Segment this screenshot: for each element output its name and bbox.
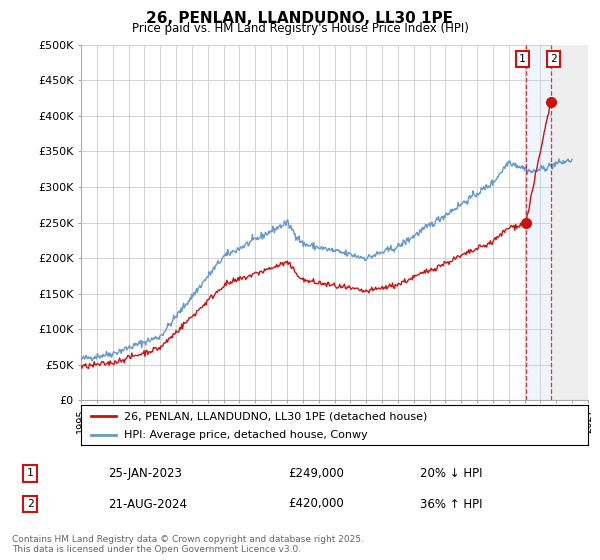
Text: 26, PENLAN, LLANDUDNO, LL30 1PE (detached house): 26, PENLAN, LLANDUDNO, LL30 1PE (detache…: [124, 411, 427, 421]
Text: 25-JAN-2023: 25-JAN-2023: [108, 466, 182, 480]
Text: 1: 1: [519, 54, 526, 64]
Text: 21-AUG-2024: 21-AUG-2024: [108, 497, 187, 511]
Text: 2: 2: [26, 499, 34, 509]
Text: 36% ↑ HPI: 36% ↑ HPI: [420, 497, 482, 511]
Text: 2: 2: [550, 54, 557, 64]
Text: HPI: Average price, detached house, Conwy: HPI: Average price, detached house, Conw…: [124, 430, 368, 440]
Text: 1: 1: [26, 468, 34, 478]
Text: Contains HM Land Registry data © Crown copyright and database right 2025.
This d: Contains HM Land Registry data © Crown c…: [12, 535, 364, 554]
Text: 26, PENLAN, LLANDUDNO, LL30 1PE: 26, PENLAN, LLANDUDNO, LL30 1PE: [146, 11, 454, 26]
Bar: [551, 45, 588, 400]
Text: £249,000: £249,000: [288, 466, 344, 480]
Text: £420,000: £420,000: [288, 497, 344, 511]
Text: Price paid vs. HM Land Registry's House Price Index (HPI): Price paid vs. HM Land Registry's House …: [131, 22, 469, 35]
Bar: [526, 45, 551, 400]
Text: 20% ↓ HPI: 20% ↓ HPI: [420, 466, 482, 480]
